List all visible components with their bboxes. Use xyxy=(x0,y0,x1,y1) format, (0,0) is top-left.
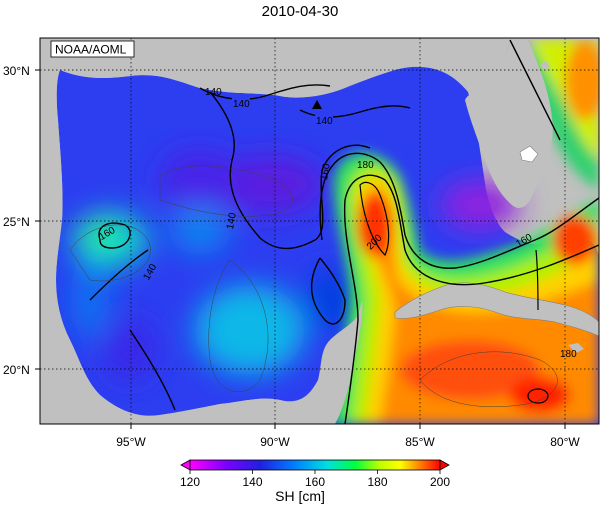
cuba-land xyxy=(394,282,599,337)
lat-label: 20°N xyxy=(3,363,30,377)
island xyxy=(540,61,550,71)
map-frame xyxy=(39,37,600,425)
colorbar-label: SH [cm] xyxy=(275,488,325,504)
us-coast-land xyxy=(40,38,599,98)
colorbar: 120 140 160 180 200 xyxy=(180,459,450,489)
colorbar-tick: 120 xyxy=(180,475,200,489)
colorbar-tick: 160 xyxy=(305,475,325,489)
axis-ticks xyxy=(35,69,566,429)
contour-label: 140 xyxy=(316,116,333,127)
lat-label: 25°N xyxy=(3,215,30,229)
colorbar-min-arrow xyxy=(180,459,191,471)
island xyxy=(568,343,584,353)
contour-label: 140 xyxy=(205,87,222,98)
mexico-land xyxy=(40,70,363,424)
contour-label: 180 xyxy=(357,160,374,171)
map-title: 2010-04-30 xyxy=(261,3,339,20)
contour-label: 140 xyxy=(233,99,250,110)
contour-180 xyxy=(343,39,599,424)
colorbar-tick: 180 xyxy=(367,475,387,489)
contour-label: 180 xyxy=(560,349,577,360)
contours-major xyxy=(89,84,411,411)
contour-160 xyxy=(98,152,599,269)
colorbar-gradient xyxy=(189,459,441,471)
credit-label: NOAA/AOML xyxy=(55,43,127,57)
lon-label: 85°W xyxy=(405,435,435,449)
lake-okeechobee xyxy=(519,145,539,163)
colorbar-max-arrow xyxy=(439,459,450,471)
lon-label: 95°W xyxy=(116,435,146,449)
colorbar-tick: 140 xyxy=(242,475,262,489)
florida-land xyxy=(440,40,553,209)
credit-box xyxy=(50,40,135,58)
station-marker-icon xyxy=(312,100,322,109)
contours-minor xyxy=(69,165,558,407)
contour-label: 140 xyxy=(225,212,239,231)
colorbar-tick: 200 xyxy=(430,475,450,489)
gridlines xyxy=(40,38,599,424)
lat-label: 30°N xyxy=(3,64,30,78)
contour-label: 160 xyxy=(319,162,333,181)
lon-label: 80°W xyxy=(550,435,580,449)
contour-200 xyxy=(359,181,549,404)
lon-label: 90°W xyxy=(260,435,290,449)
